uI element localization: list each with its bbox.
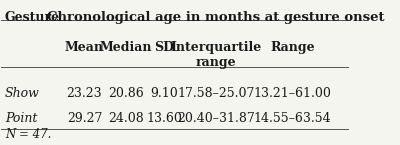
Text: Range: Range bbox=[270, 41, 314, 54]
Text: Chronological age in months at gesture onset: Chronological age in months at gesture o… bbox=[47, 11, 385, 24]
Text: Point: Point bbox=[5, 112, 37, 125]
Text: 24.08: 24.08 bbox=[108, 112, 144, 125]
Text: 17.58–25.07: 17.58–25.07 bbox=[177, 87, 255, 100]
Text: 23.23: 23.23 bbox=[67, 87, 102, 100]
Text: 13.60: 13.60 bbox=[146, 112, 182, 125]
Text: N = 47.: N = 47. bbox=[5, 128, 51, 141]
Text: Show: Show bbox=[5, 87, 40, 100]
Text: Median: Median bbox=[100, 41, 152, 54]
Text: SD: SD bbox=[154, 41, 174, 54]
Text: 20.40–31.87: 20.40–31.87 bbox=[177, 112, 255, 125]
Text: 29.27: 29.27 bbox=[67, 112, 102, 125]
Text: Gesture: Gesture bbox=[5, 11, 60, 24]
Text: Interquartile
range: Interquartile range bbox=[170, 41, 262, 69]
Text: 14.55–63.54: 14.55–63.54 bbox=[254, 112, 331, 125]
Text: 9.10: 9.10 bbox=[150, 87, 178, 100]
Text: Mean: Mean bbox=[65, 41, 104, 54]
Text: 20.86: 20.86 bbox=[108, 87, 144, 100]
Text: 13.21–61.00: 13.21–61.00 bbox=[253, 87, 331, 100]
